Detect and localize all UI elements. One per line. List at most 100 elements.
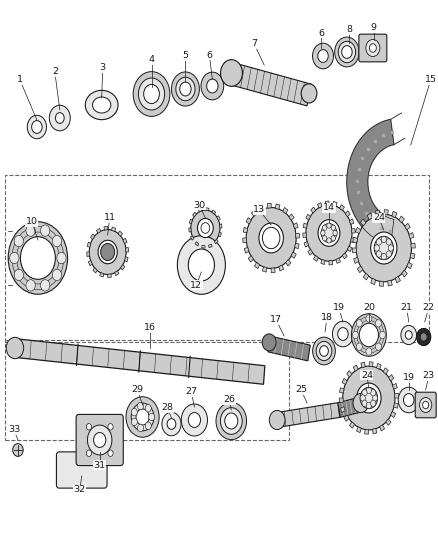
Polygon shape: [120, 265, 125, 270]
Polygon shape: [254, 262, 260, 269]
Circle shape: [388, 245, 393, 251]
Polygon shape: [308, 249, 313, 255]
Circle shape: [366, 39, 380, 56]
Text: 31: 31: [94, 461, 106, 470]
Polygon shape: [409, 232, 414, 239]
Circle shape: [327, 223, 331, 228]
Circle shape: [356, 214, 411, 282]
Polygon shape: [87, 252, 90, 256]
Polygon shape: [279, 265, 284, 271]
Circle shape: [262, 334, 276, 351]
Circle shape: [108, 450, 113, 456]
Polygon shape: [259, 205, 264, 211]
Polygon shape: [410, 253, 415, 259]
Circle shape: [322, 236, 327, 241]
Polygon shape: [231, 84, 234, 86]
Circle shape: [301, 84, 317, 103]
Polygon shape: [345, 211, 350, 216]
Polygon shape: [318, 203, 322, 208]
Polygon shape: [246, 217, 251, 224]
Polygon shape: [219, 232, 222, 237]
Polygon shape: [222, 79, 225, 82]
Polygon shape: [350, 219, 354, 224]
FancyBboxPatch shape: [57, 452, 107, 488]
Polygon shape: [336, 258, 340, 263]
Circle shape: [138, 402, 144, 410]
Polygon shape: [271, 268, 275, 273]
Polygon shape: [353, 257, 359, 263]
Circle shape: [374, 236, 393, 260]
Circle shape: [86, 424, 92, 430]
Polygon shape: [353, 248, 357, 253]
Circle shape: [381, 236, 386, 243]
Polygon shape: [371, 278, 376, 285]
Circle shape: [126, 397, 159, 437]
Circle shape: [417, 328, 431, 345]
Polygon shape: [251, 210, 257, 216]
Circle shape: [386, 251, 392, 257]
Polygon shape: [344, 415, 349, 422]
Polygon shape: [241, 70, 242, 73]
Circle shape: [49, 105, 70, 131]
Polygon shape: [189, 228, 191, 232]
Circle shape: [14, 236, 24, 247]
Polygon shape: [352, 229, 355, 233]
Circle shape: [320, 346, 328, 357]
Circle shape: [356, 343, 362, 350]
Circle shape: [131, 418, 138, 425]
Polygon shape: [360, 219, 366, 226]
Polygon shape: [340, 407, 345, 413]
Polygon shape: [226, 83, 229, 86]
Polygon shape: [303, 233, 307, 238]
Circle shape: [198, 219, 213, 238]
Polygon shape: [108, 274, 111, 278]
Polygon shape: [405, 223, 410, 230]
Circle shape: [225, 413, 238, 429]
Circle shape: [321, 230, 325, 236]
Circle shape: [357, 383, 381, 413]
Circle shape: [10, 252, 19, 264]
Polygon shape: [112, 227, 116, 231]
Circle shape: [88, 425, 112, 455]
Text: 24: 24: [373, 214, 385, 222]
Polygon shape: [88, 261, 92, 266]
Polygon shape: [395, 276, 400, 283]
Polygon shape: [343, 253, 347, 259]
Polygon shape: [351, 238, 355, 243]
Polygon shape: [325, 201, 329, 205]
Circle shape: [52, 236, 62, 247]
Polygon shape: [304, 241, 308, 247]
Circle shape: [21, 237, 55, 279]
Polygon shape: [123, 238, 127, 244]
Circle shape: [338, 328, 348, 341]
Circle shape: [338, 42, 356, 63]
Circle shape: [423, 401, 429, 409]
Text: 25: 25: [295, 385, 307, 394]
Circle shape: [371, 232, 397, 264]
Text: 23: 23: [423, 372, 435, 381]
Polygon shape: [350, 422, 355, 428]
Polygon shape: [201, 245, 205, 248]
Text: 13: 13: [253, 206, 265, 214]
Circle shape: [386, 239, 392, 245]
Circle shape: [331, 225, 336, 230]
Polygon shape: [383, 368, 389, 374]
Circle shape: [359, 324, 378, 347]
Circle shape: [26, 280, 35, 291]
Polygon shape: [391, 411, 396, 417]
Text: 2: 2: [52, 68, 58, 77]
Polygon shape: [353, 365, 358, 371]
Polygon shape: [347, 246, 352, 252]
Circle shape: [379, 332, 385, 338]
Circle shape: [374, 245, 379, 251]
Text: 8: 8: [346, 26, 352, 35]
Circle shape: [94, 433, 106, 448]
Polygon shape: [314, 255, 318, 261]
Polygon shape: [96, 228, 101, 233]
Circle shape: [356, 320, 362, 327]
Circle shape: [57, 252, 66, 264]
Polygon shape: [295, 243, 299, 249]
Circle shape: [133, 71, 170, 116]
Polygon shape: [333, 201, 337, 207]
Polygon shape: [276, 402, 340, 427]
